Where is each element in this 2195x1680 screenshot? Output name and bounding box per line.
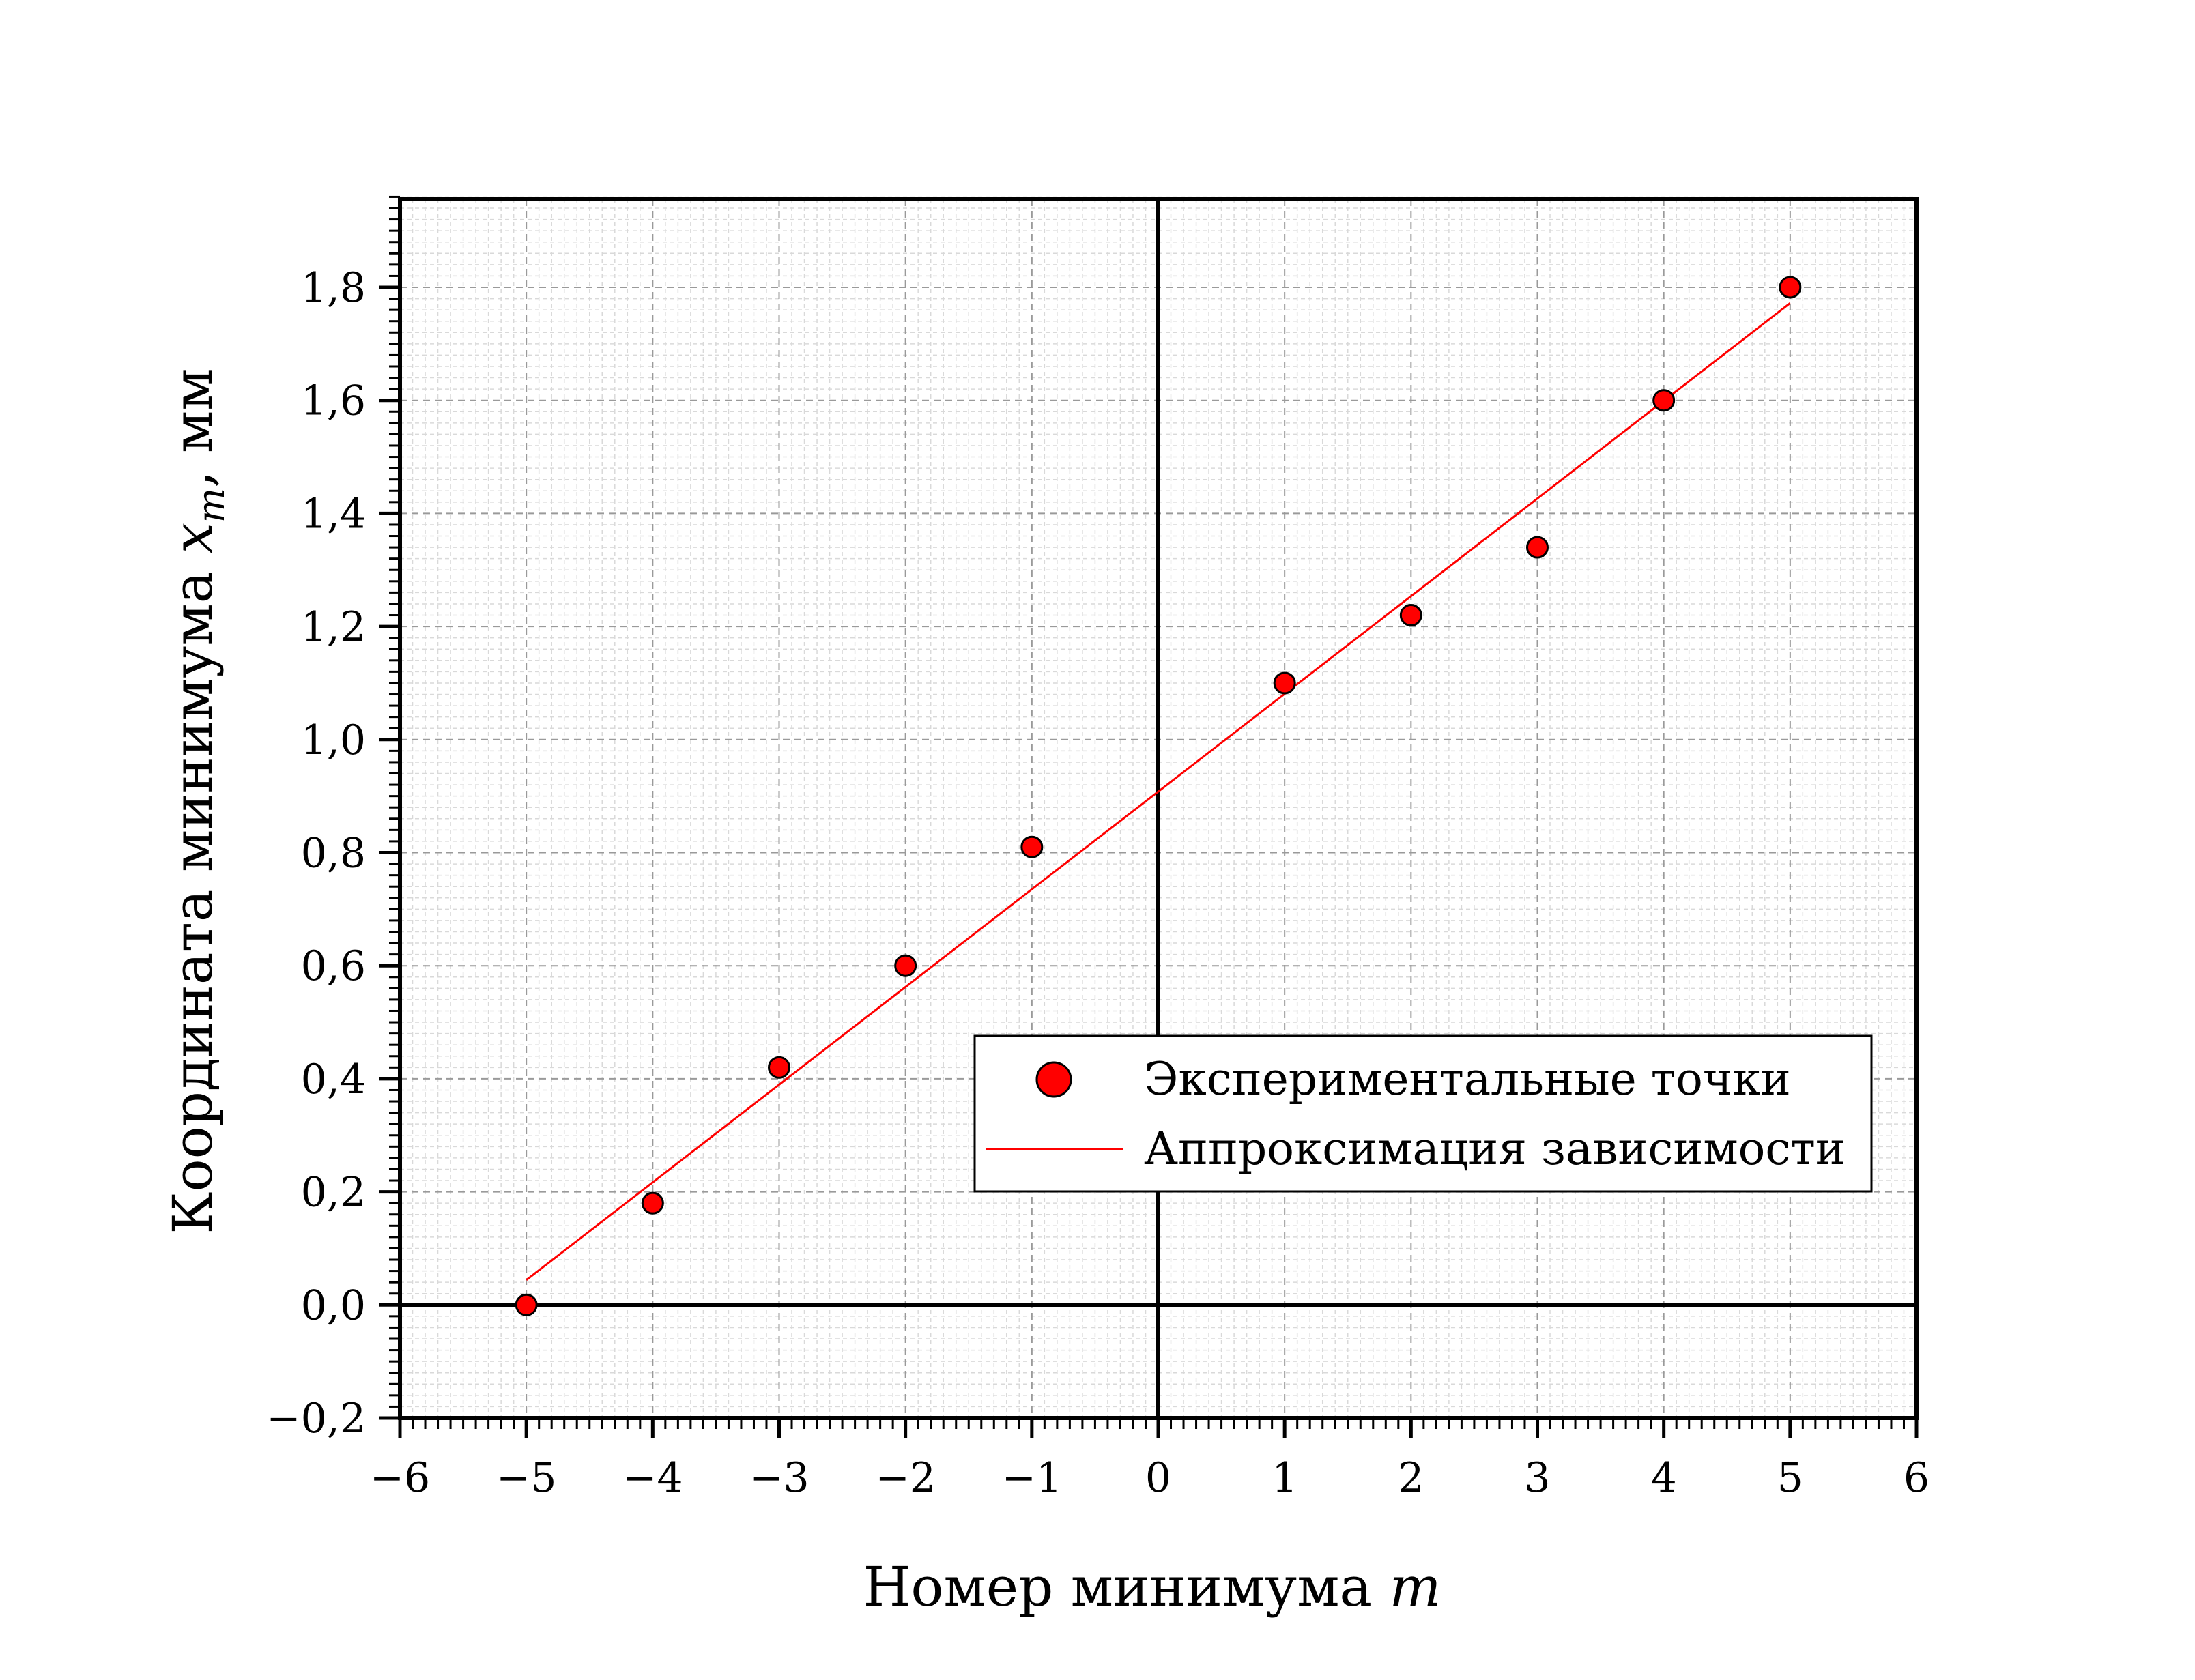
- y-tick-label: −0,2: [266, 1395, 366, 1443]
- x-tick-label: −5: [496, 1454, 556, 1502]
- y-axis-title-sub: m: [190, 488, 233, 523]
- data-point: [641, 1191, 664, 1215]
- axis-ticks: [379, 195, 1919, 1438]
- y-axis-title-var: x: [161, 523, 225, 553]
- y-tick-label: 1,2: [301, 603, 366, 651]
- fit-line-series: [526, 302, 1791, 1281]
- data-point: [768, 1056, 790, 1079]
- legend: Экспериментальные точки Аппроксимация за…: [973, 1034, 1873, 1193]
- x-tick-label: 2: [1398, 1454, 1424, 1502]
- x-tick-label: 5: [1777, 1454, 1803, 1502]
- y-tick-label: 0,8: [301, 830, 366, 878]
- data-point: [515, 1293, 538, 1316]
- data-point: [1652, 389, 1676, 412]
- y-axis-title-text: Координата минимума: [161, 553, 225, 1234]
- x-tick-label: 3: [1524, 1454, 1550, 1502]
- y-tick-label: 1,0: [301, 716, 366, 764]
- y-tick-label: 1,8: [301, 264, 366, 312]
- y-axis-title-unit: , мм: [161, 368, 225, 488]
- legend-box: [973, 1034, 1873, 1193]
- data-point: [1399, 604, 1422, 627]
- legend-marker-points: [1035, 1061, 1072, 1098]
- x-tick-label: −1: [1002, 1454, 1062, 1502]
- y-tick-labels: −0,2 0,0 0,2 0,4 0,6 0,8 1,0 1,2 1,4 1,6 1,8: [266, 264, 366, 1443]
- data-point: [1779, 276, 1802, 299]
- scatter-series: [515, 276, 1802, 1316]
- fit-line: [526, 302, 1791, 1281]
- data-point: [894, 954, 917, 977]
- y-tick-label: 0,6: [301, 942, 366, 990]
- zero-axes: [400, 199, 1917, 1418]
- x-tick-label: 1: [1272, 1454, 1297, 1502]
- x-axis-title-var: m: [1390, 1555, 1441, 1619]
- x-tick-label: −3: [749, 1454, 809, 1502]
- x-tick-label: 0: [1145, 1454, 1171, 1502]
- x-tick-label: −4: [622, 1454, 683, 1502]
- legend-label-line: Аппроксимация зависимости: [1144, 1123, 1846, 1175]
- x-tick-labels: −6 −5 −4 −3 −2 −1 0 1 2 3 4 5 6: [370, 1454, 1929, 1502]
- data-point: [1526, 536, 1549, 559]
- y-tick-label: 0,4: [301, 1056, 366, 1103]
- legend-label-points: Экспериментальные точки: [1144, 1053, 1791, 1105]
- x-tick-label: 4: [1651, 1454, 1677, 1502]
- data-point: [1273, 671, 1296, 695]
- y-tick-label: 1,6: [301, 377, 366, 425]
- y-axis-title: Координата минимума xm, мм: [161, 368, 233, 1234]
- x-axis-title: Номер минимума m: [863, 1555, 1441, 1619]
- x-axis-title-text: Номер минимума: [863, 1555, 1390, 1619]
- x-tick-label: −6: [370, 1454, 430, 1502]
- data-point: [1020, 835, 1044, 858]
- y-tick-label: 0,0: [301, 1281, 366, 1329]
- x-tick-label: 6: [1904, 1454, 1929, 1502]
- y-tick-label: 0,2: [301, 1169, 366, 1217]
- y-tick-label: 1,4: [301, 490, 366, 538]
- x-tick-label: −2: [875, 1454, 935, 1502]
